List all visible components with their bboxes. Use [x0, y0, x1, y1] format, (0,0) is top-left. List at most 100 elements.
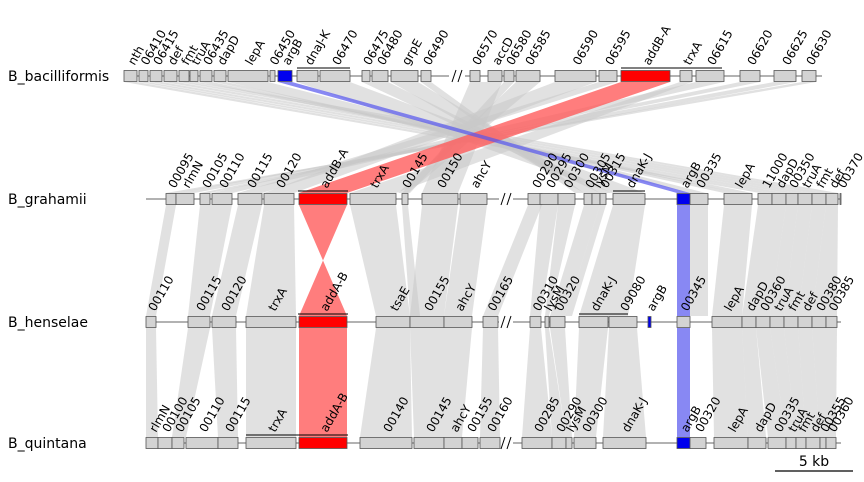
homology-link [690, 205, 708, 316]
addB-homology-link [299, 205, 347, 316]
gene-label: argB [644, 282, 670, 313]
gene-00335 [767, 437, 787, 449]
homology-link [146, 328, 158, 437]
gene-truA [797, 193, 813, 205]
gene-06450 [269, 70, 276, 82]
break-mark [500, 315, 506, 329]
homology-link [410, 205, 458, 316]
gene-00115 [187, 316, 211, 328]
homology-link [212, 205, 262, 316]
gene-label: dnaJ-K [302, 27, 334, 68]
gene-trxA [349, 193, 397, 205]
homology-link [770, 328, 796, 437]
gene-06630 [801, 70, 817, 82]
genome-label: B_quintana [8, 436, 87, 452]
gene-00290 [551, 437, 567, 449]
gene-00110 [185, 437, 219, 449]
gene-06415 [149, 70, 163, 82]
homology-link [483, 205, 542, 316]
homology-link [784, 328, 806, 437]
homology-link [812, 205, 838, 316]
gene-addB-A [620, 70, 671, 82]
gene-dapD [747, 437, 767, 449]
gene-00120 [211, 316, 237, 328]
gene-00105 [171, 437, 185, 449]
gene-00355 [819, 437, 827, 449]
gene-grpE [390, 70, 419, 82]
addB-homology-link [299, 328, 347, 437]
homology-link [522, 328, 552, 437]
gene-06490 [420, 70, 432, 82]
gene-tsaE [375, 316, 411, 328]
gene-06475 [361, 70, 371, 82]
gene-lepA [713, 437, 749, 449]
gene-00370 [839, 193, 842, 205]
gene-06625 [773, 70, 797, 82]
genome-label: B_henselae [8, 315, 88, 331]
gene-06570 [469, 70, 481, 82]
homology-link [545, 205, 575, 316]
homology-link [246, 205, 296, 316]
homology-link [712, 205, 752, 316]
homology-link [798, 205, 826, 316]
gene-06615 [695, 70, 725, 82]
gene-label: 06470 [329, 27, 360, 67]
gene-ahcY [443, 437, 463, 449]
gene-rlmN [145, 437, 159, 449]
homology-link [742, 328, 766, 437]
gene-label: 06595 [602, 27, 633, 67]
gene-00155 [409, 316, 445, 328]
homology-link [246, 328, 296, 437]
homology-links [124, 82, 838, 437]
gene-dapD [741, 316, 757, 328]
gene-06595 [598, 70, 618, 82]
break-mark [500, 192, 506, 206]
gene-label: addB-A [640, 22, 674, 67]
gene-def [163, 70, 178, 82]
gene-00160 [479, 437, 501, 449]
homology-link [812, 328, 826, 437]
gene-label: grpE [399, 36, 425, 67]
gene-00300 [573, 437, 597, 449]
gene-00145 [413, 437, 445, 449]
gene-00155 [461, 437, 479, 449]
gene-dapD [213, 70, 227, 82]
gene-00120 [263, 193, 295, 205]
gene-00350 [785, 193, 799, 205]
gene-00110 [211, 193, 233, 205]
gene-09080 [608, 316, 638, 328]
gene-06590 [554, 70, 597, 82]
gene-label: lepA [242, 37, 268, 68]
gene-06580 [503, 70, 515, 82]
gene-dnaK-J [612, 193, 646, 205]
gene-00105 [199, 193, 211, 205]
gene-dnaK-J [602, 437, 647, 449]
homology-link [742, 205, 786, 316]
homology-link [826, 328, 837, 437]
gene-def [825, 193, 839, 205]
homology-link [579, 205, 645, 316]
gene-lepA [227, 70, 269, 82]
gene-label: 06615 [704, 27, 735, 67]
gene-trxA [245, 437, 297, 449]
homology-link [188, 205, 232, 316]
gene-label: trxA [680, 38, 705, 67]
homology-link [410, 328, 444, 437]
gene-00360 [825, 437, 837, 449]
gene-addA-B [298, 316, 348, 328]
homology-link [444, 205, 487, 316]
gene-dnaJ-K [296, 70, 319, 82]
gene-00110 [145, 316, 157, 328]
gene-lepA [723, 193, 753, 205]
gene-def [805, 437, 821, 449]
homology-link [798, 328, 820, 437]
gene-00140 [359, 437, 413, 449]
genome-track-B_bacilliformis: B_bacilliformisnth0641006415deffmttruA06… [8, 22, 835, 85]
gene-06480 [371, 70, 389, 82]
homology-link [712, 328, 748, 437]
gene-06470 [319, 70, 351, 82]
gene-trxA [679, 70, 693, 82]
gene-00095 [165, 193, 177, 205]
gene-fmt [795, 437, 807, 449]
